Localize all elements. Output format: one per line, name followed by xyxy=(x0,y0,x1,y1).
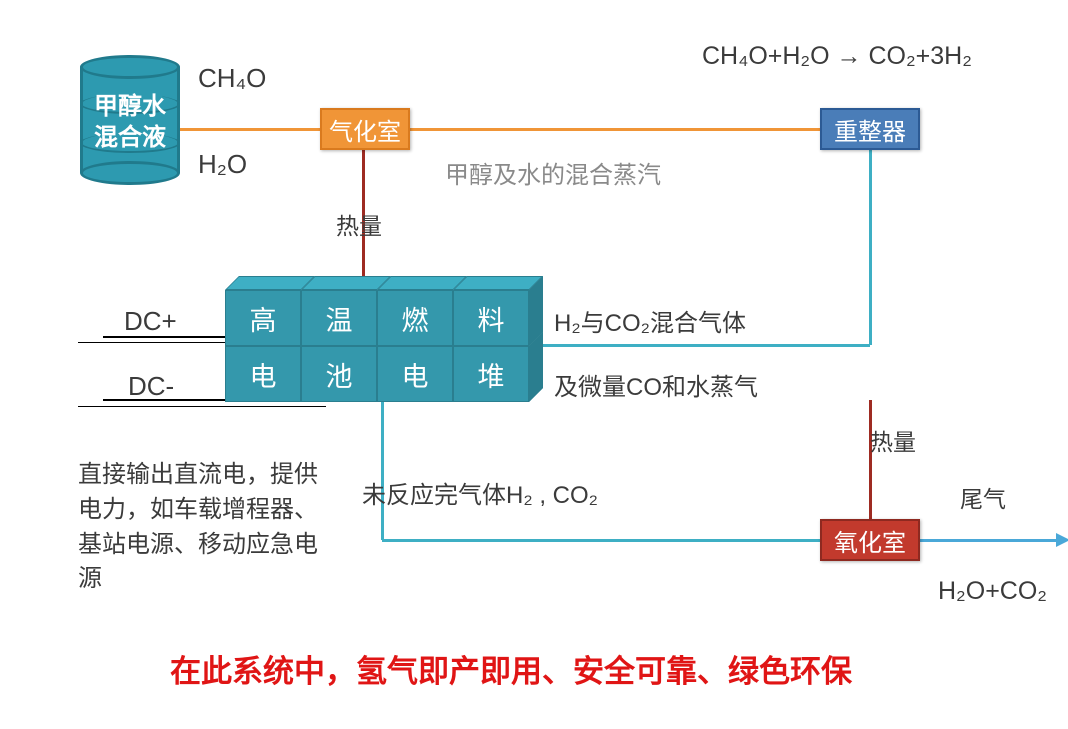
label-equation: CH₄O+H₂O → CO₂+3H₂ xyxy=(702,40,972,73)
fuel-cell-cube: 池 xyxy=(301,346,377,402)
label-mix2: 及微量CO和水蒸气 xyxy=(554,372,758,403)
fuel-cell-cube: 温 xyxy=(301,290,377,346)
label-h2o: H₂O xyxy=(198,148,247,182)
fuel-cell-cube: 电 xyxy=(225,346,301,402)
label-ch4o: CH₄O xyxy=(198,62,266,96)
reformer-box: 重整器 xyxy=(820,108,920,150)
barrel-icon: 甲醇水混合液 xyxy=(80,55,180,185)
label-heat2: 热量 xyxy=(870,428,916,458)
label-footer: 在此系统中，氢气即产即用、安全可靠、绿色环保 xyxy=(170,652,852,692)
label-dcplus: DC+ xyxy=(124,305,177,339)
barrel-label: 甲醇水混合液 xyxy=(80,91,180,153)
label-desc: 直接输出直流电，提供 电力，如车载增程器、 基站电源、移动应急电 源 xyxy=(78,458,318,597)
label-heat1: 热量 xyxy=(336,212,382,242)
label-mix1: H₂与CO₂混合气体 xyxy=(554,308,746,339)
label-h2oco2: H₂O+CO₂ xyxy=(938,575,1047,608)
label-dcminus: DC- xyxy=(128,370,174,404)
fuel-cell-cube: 电 xyxy=(377,346,453,402)
fuel-cell-cube: 高 xyxy=(225,290,301,346)
fuel-cell-cube: 堆 xyxy=(453,346,529,402)
gasifier-box: 气化室 xyxy=(320,108,410,150)
fuel-cell-cube: 燃 xyxy=(377,290,453,346)
fuel-cell-cube: 料 xyxy=(453,290,529,346)
label-tailgas: 尾气 xyxy=(960,485,1006,515)
label-steam: 甲醇及水的混合蒸汽 xyxy=(445,160,661,191)
oxidizer-box: 氧化室 xyxy=(820,519,920,561)
label-unreacted: 未反应完气体H₂ , CO₂ xyxy=(362,480,598,511)
